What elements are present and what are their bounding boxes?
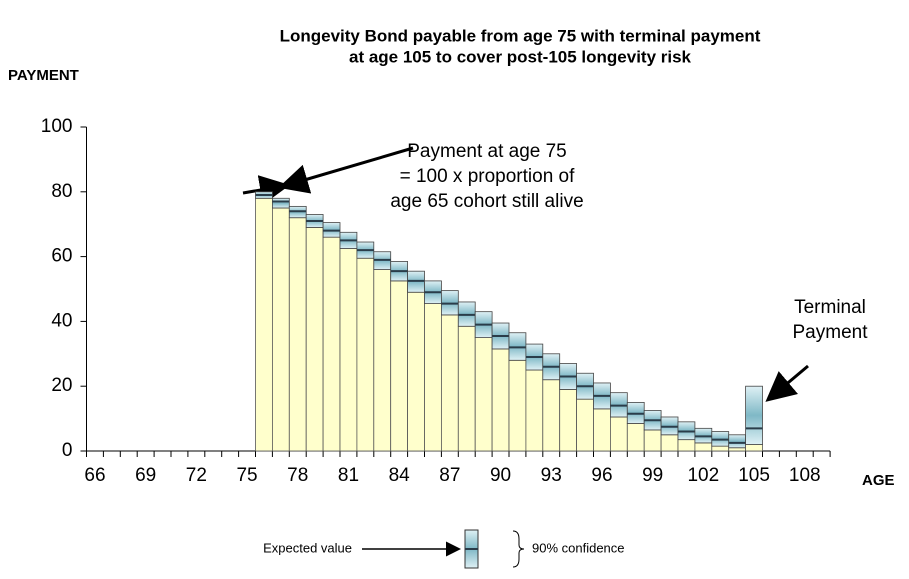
x-tick-label: 99 bbox=[642, 465, 663, 486]
y-tick-label: 40 bbox=[51, 310, 72, 331]
base-bar bbox=[711, 445, 730, 452]
y-tick-label: 80 bbox=[51, 181, 72, 202]
x-axis-label: AGE bbox=[862, 472, 895, 489]
base-bar bbox=[559, 389, 578, 452]
base-bar bbox=[424, 303, 442, 452]
base-bar bbox=[255, 197, 273, 452]
base-bar bbox=[643, 429, 662, 452]
base-bar bbox=[542, 379, 561, 452]
legend-label: Expected value bbox=[263, 540, 352, 555]
base-bar bbox=[457, 325, 476, 452]
confidence-band bbox=[745, 385, 763, 445]
base-bar bbox=[576, 398, 594, 452]
x-tick-label: 87 bbox=[439, 465, 460, 486]
confidence-band bbox=[728, 434, 747, 449]
x-tick-label: 72 bbox=[186, 465, 207, 486]
base-bar bbox=[339, 248, 358, 452]
annotation: age 65 cohort still alive bbox=[390, 191, 583, 212]
base-bar bbox=[660, 434, 679, 452]
x-tick-label: 81 bbox=[338, 465, 359, 486]
base-bar bbox=[491, 348, 510, 452]
x-tick-label: 75 bbox=[236, 465, 257, 486]
base-bar bbox=[474, 337, 493, 452]
base-bar bbox=[390, 280, 409, 452]
base-bar bbox=[626, 423, 645, 452]
base-bar bbox=[610, 416, 628, 452]
x-tick-label: 78 bbox=[287, 465, 308, 486]
base-bar bbox=[677, 439, 696, 452]
x-tick-label: 96 bbox=[591, 465, 612, 486]
chart-title: at age 105 to cover post-105 longevity r… bbox=[349, 47, 692, 66]
arrow bbox=[242, 175, 290, 205]
x-tick-label: 90 bbox=[490, 465, 511, 486]
annotation: Payment bbox=[793, 322, 869, 343]
y-tick-label: 60 bbox=[51, 246, 72, 267]
base-bar bbox=[305, 227, 324, 452]
x-tick-label: 102 bbox=[687, 465, 719, 486]
base-bar bbox=[525, 369, 544, 452]
base-bar bbox=[745, 444, 763, 452]
base-bar bbox=[322, 236, 341, 452]
x-tick-label: 105 bbox=[738, 465, 770, 486]
x-tick-label: 69 bbox=[135, 465, 156, 486]
legend-brace bbox=[512, 530, 525, 568]
base-bar bbox=[508, 359, 527, 452]
base-bar bbox=[271, 207, 290, 452]
annotation: Terminal bbox=[794, 297, 866, 318]
confidence-band bbox=[271, 197, 290, 209]
x-tick-label: 93 bbox=[541, 465, 562, 486]
base-bar bbox=[593, 408, 611, 452]
base-bar bbox=[373, 269, 392, 452]
annotation: Payment at age 75 bbox=[407, 141, 567, 162]
base-bar bbox=[728, 447, 747, 452]
y-tick-label: 100 bbox=[41, 116, 73, 137]
base-bar bbox=[694, 442, 713, 452]
y-tick-label: 0 bbox=[62, 440, 73, 461]
base-bar bbox=[356, 257, 375, 452]
annotation: = 100 x proportion of bbox=[400, 166, 576, 187]
base-bar bbox=[288, 217, 307, 452]
base-bar bbox=[407, 291, 425, 452]
x-tick-label: 66 bbox=[84, 465, 105, 486]
base-bar bbox=[440, 314, 459, 452]
arrow bbox=[278, 146, 414, 194]
legend-label: 90% confidence bbox=[532, 540, 625, 555]
chart-title: Longevity Bond payable from age 75 with … bbox=[280, 26, 761, 45]
y-axis-label: PAYMENT bbox=[8, 67, 79, 84]
x-tick-label: 84 bbox=[389, 465, 411, 486]
y-tick-label: 20 bbox=[51, 375, 72, 396]
arrow bbox=[765, 364, 809, 402]
x-tick-label: 108 bbox=[789, 465, 821, 486]
